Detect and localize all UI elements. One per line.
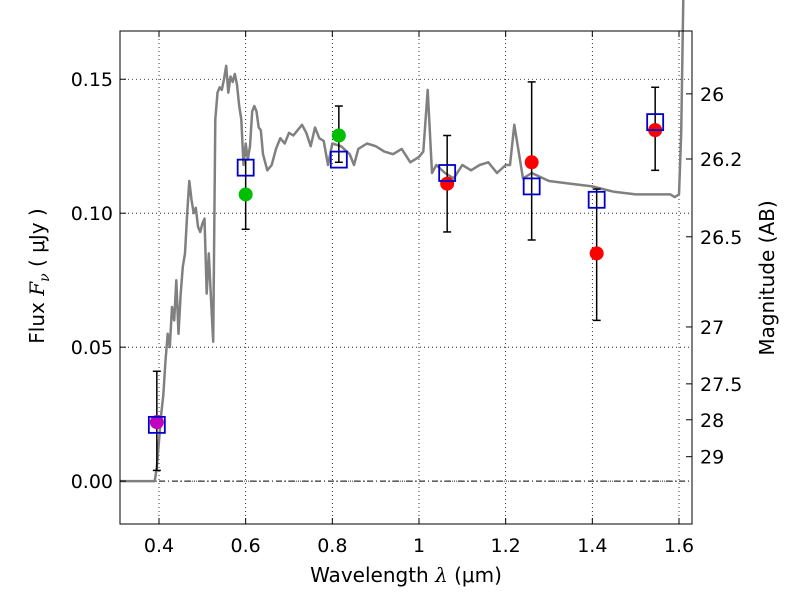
model-point	[147, 415, 166, 434]
mag-tick-label: 29	[700, 447, 724, 469]
mag-tick-label: 28	[700, 410, 724, 432]
mag-tick-label: 26.2	[700, 149, 742, 171]
y-tick-label: 0.15	[71, 69, 113, 91]
y-tick-label: 0.10	[71, 203, 113, 225]
magnitude-ticks: 26 26.2 26.5 27 27.5 28 29	[686, 84, 742, 469]
y-tick-label: 0.05	[71, 337, 113, 359]
observed-point	[440, 176, 455, 191]
observed-point	[524, 155, 539, 170]
x-tick-label: 0.6	[231, 535, 261, 557]
sed-model-curve	[120, 0, 685, 483]
mag-tick-label: 27.5	[700, 374, 742, 396]
model-point	[236, 158, 255, 177]
observed-point	[589, 246, 604, 261]
plot-frame	[119, 30, 693, 525]
model-point	[438, 164, 457, 182]
x-ticks: 0.4 0.6 0.8 1 1.2 1.4 1.6	[144, 31, 694, 557]
observed-points	[149, 123, 663, 430]
model-point	[646, 113, 665, 131]
errorbars	[152, 81, 660, 472]
observed-point	[149, 415, 164, 430]
x-tick-label: 1	[413, 535, 425, 557]
y2-axis-title: Magnitude (AB)	[755, 200, 779, 355]
sed-layer	[120, 0, 685, 483]
x-tick-label: 1.2	[491, 535, 521, 557]
mag-tick-label: 27	[700, 317, 724, 339]
model-point	[587, 190, 606, 209]
mag-tick-label: 26	[700, 84, 724, 106]
model-points	[147, 113, 665, 434]
mag-tick-label: 26.5	[700, 227, 742, 249]
y-ticks: 0.00 0.05 0.10 0.15	[71, 69, 126, 493]
x-tick-label: 1.6	[664, 535, 694, 557]
model-point	[329, 150, 348, 169]
observed-point	[331, 128, 346, 143]
y-axis-title: Flux Fν ( μJy )	[25, 208, 53, 343]
x-axis-title: Wavelength λ (μm)	[310, 563, 502, 587]
x-tick-label: 0.4	[144, 535, 174, 557]
model-point	[522, 177, 541, 196]
x-tick-label: 0.8	[317, 535, 347, 557]
y-tick-label: 0.00	[71, 471, 113, 493]
x-tick-label: 1.4	[577, 535, 607, 557]
observed-point	[238, 187, 253, 202]
